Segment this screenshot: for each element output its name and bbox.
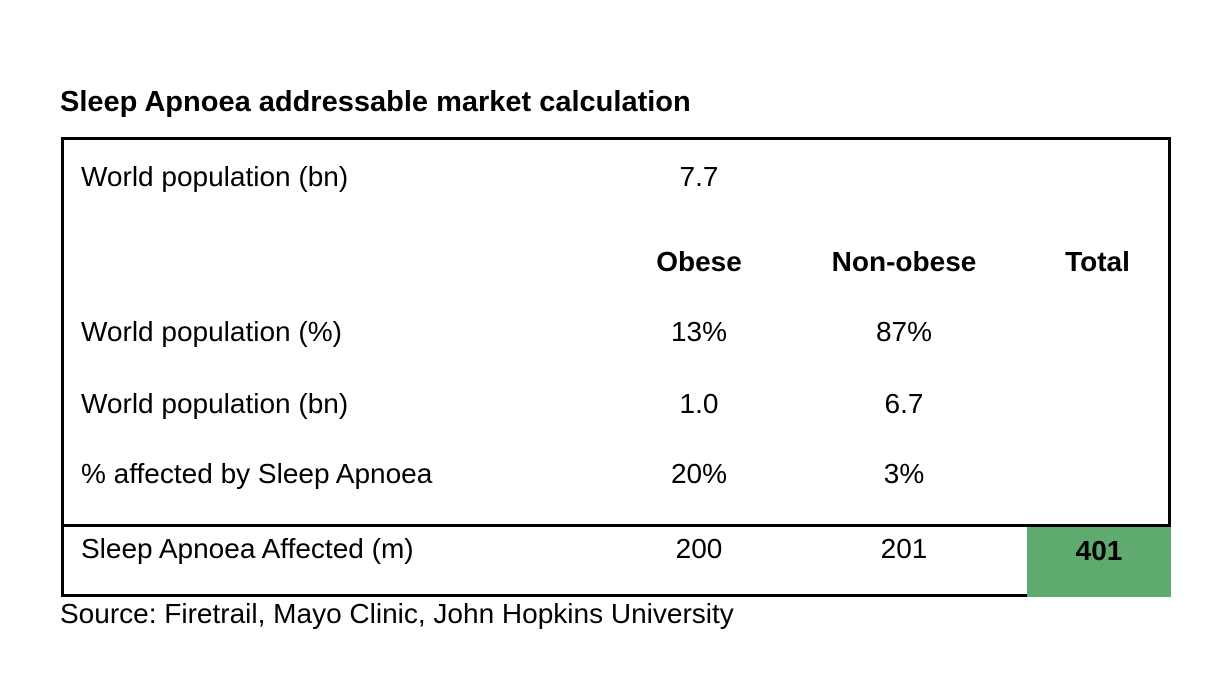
column-header-non-obese: Non-obese	[831, 246, 977, 277]
cell-obese-pct-affected: 20%	[670, 458, 728, 489]
cell-non-obese-world-population-pct: 87%	[875, 316, 933, 347]
cell-non-obese-affected: 201	[880, 533, 928, 564]
row-label-pct-affected: % affected by Sleep Apnoea	[81, 458, 433, 489]
cell-non-obese-pct-affected: 3%	[883, 458, 925, 489]
world-population-value: 7.7	[679, 161, 719, 192]
total-highlight-cell: 401	[1027, 527, 1171, 597]
cell-obese-world-population-pct: 13%	[670, 316, 728, 347]
market-calculation-table: World population (bn) 7.7 Obese Non-obes…	[61, 137, 1171, 597]
table-title: Sleep Apnoea addressable market calculat…	[60, 86, 691, 118]
row-label-world-population-bn: World population (bn)	[81, 388, 349, 419]
cell-non-obese-world-population-bn: 6.7	[884, 388, 924, 419]
cell-obese-world-population-bn: 1.0	[679, 388, 719, 419]
total-affected-value: 401	[1075, 535, 1123, 566]
row-label-world-population-pct: World population (%)	[81, 316, 342, 347]
totals-divider	[64, 524, 1168, 527]
source-note: Source: Firetrail, Mayo Clinic, John Hop…	[60, 598, 734, 629]
cell-obese-affected: 200	[675, 533, 723, 564]
world-population-label: World population (bn)	[81, 161, 349, 192]
column-header-obese: Obese	[656, 246, 742, 277]
column-header-total: Total	[1065, 246, 1130, 277]
row-label-sleep-apnoea-affected: Sleep Apnoea Affected (m)	[81, 533, 414, 564]
